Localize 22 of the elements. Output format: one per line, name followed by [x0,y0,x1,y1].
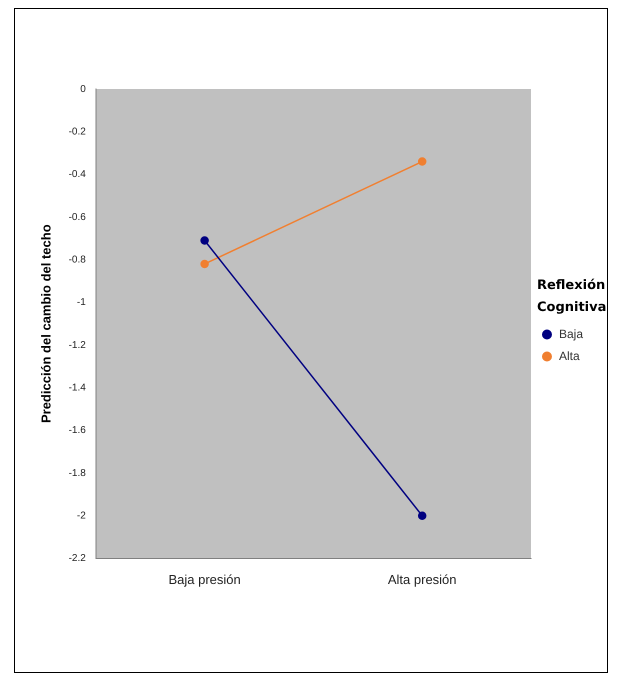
y-tick-label: -1 [76,297,86,308]
y-tick-label: -1.8 [68,468,86,479]
y-axis-title: Predicción del cambio del techo [38,224,54,424]
y-tick-label: -0.6 [68,212,86,223]
point [200,236,209,245]
y-tick-label: -2 [76,510,86,522]
y-tick-label: -0.4 [68,169,86,180]
legend-title: Reflexión Cognitiva [536,276,608,316]
x-tick-label: Baja presión [168,572,241,587]
point [418,511,426,520]
legend-label: Alta [558,348,580,363]
y-tick-label: 0 [80,84,86,95]
y-tick-label: -1.4 [68,382,86,394]
y-tick-label: -2.2 [68,553,86,564]
y-tick-label: -1.2 [68,340,86,351]
legend-label: Baja [558,326,584,341]
y-tick-label: -0.2 [68,126,86,138]
point [200,260,209,268]
y-tick-label: -1.6 [68,425,86,436]
point [418,157,426,166]
x-tick-label: Alta presión [388,572,457,587]
y-tick-label: -0.8 [68,254,86,266]
